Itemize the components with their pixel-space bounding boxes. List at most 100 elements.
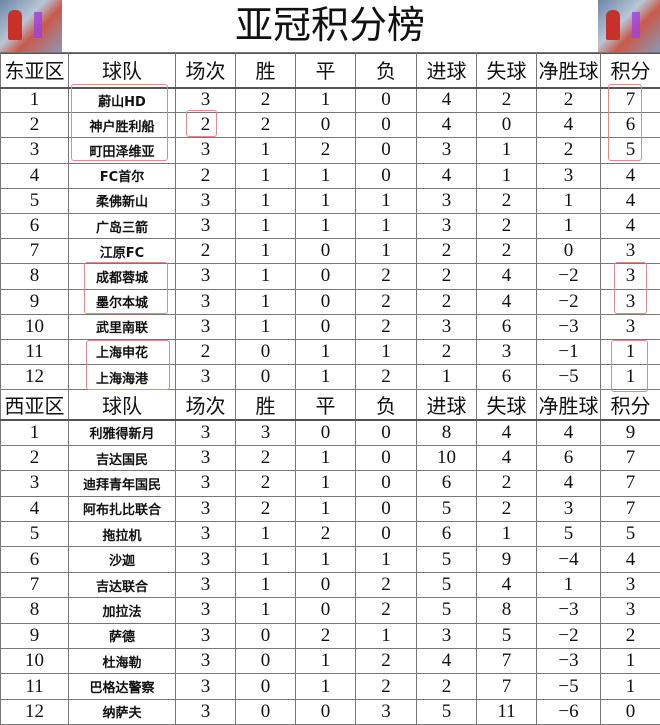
stat-cell: 3: [417, 138, 477, 163]
stat-cell: 5: [417, 598, 477, 623]
rank-cell: 7: [1, 572, 69, 597]
stat-cell: 1: [236, 264, 296, 289]
rank-cell: 10: [1, 314, 69, 339]
rank-cell: 8: [1, 264, 69, 289]
stat-cell: 3: [176, 138, 236, 163]
stat-cell: 4: [601, 163, 660, 188]
stat-cell: 10: [417, 445, 477, 470]
team-cell: 萨德: [69, 623, 176, 648]
stat-cell: 1: [601, 674, 660, 699]
stat-cell: 4: [601, 188, 660, 213]
team-cell: 武里南联: [69, 314, 176, 339]
stat-cell: 2: [417, 239, 477, 264]
stat-cell: 3: [356, 699, 417, 724]
stat-cell: 5: [417, 547, 477, 572]
stat-cell: 2: [296, 623, 356, 648]
stat-cell: 4: [477, 572, 537, 597]
stat-cell: 3: [176, 522, 236, 547]
stat-cell: 4: [477, 289, 537, 314]
stat-cell: 2: [537, 88, 601, 113]
stat-cell: 0: [296, 239, 356, 264]
stat-cell: 5: [417, 496, 477, 521]
rank-cell: 12: [1, 699, 69, 724]
rank-cell: 6: [1, 547, 69, 572]
stat-cell: 3: [176, 289, 236, 314]
stat-cell: 5: [601, 522, 660, 547]
stat-cell: 0: [296, 699, 356, 724]
stat-cell: 0: [236, 699, 296, 724]
stat-cell: 9: [477, 547, 537, 572]
team-cell: 巴格达警察: [69, 674, 176, 699]
stat-cell: 1: [477, 138, 537, 163]
stat-cell: 2: [236, 496, 296, 521]
team-cell: 迪拜青年国民: [69, 471, 176, 496]
stat-cell: 4: [537, 113, 601, 138]
stat-cell: 0: [356, 496, 417, 521]
stat-cell: 2: [176, 113, 236, 138]
rank-cell: 6: [1, 213, 69, 238]
header-row: 东亚区球队场次胜平负进球失球净胜球积分: [1, 53, 660, 88]
stat-cell: 3: [176, 649, 236, 674]
stat-cell: 3: [176, 445, 236, 470]
stat-cell: 1: [296, 445, 356, 470]
stat-cell: 2: [356, 674, 417, 699]
stat-cell: 1: [537, 572, 601, 597]
stat-cell: 0: [296, 420, 356, 445]
stat-cell: 1: [356, 188, 417, 213]
stat-cell: 1: [296, 496, 356, 521]
column-header: 净胜球: [537, 390, 601, 421]
column-header: 进球: [417, 53, 477, 88]
stat-cell: 6: [417, 522, 477, 547]
stat-cell: 8: [417, 420, 477, 445]
stat-cell: 4: [477, 420, 537, 445]
stat-cell: 1: [537, 188, 601, 213]
stat-cell: −5: [537, 365, 601, 390]
stat-cell: 3: [176, 699, 236, 724]
stat-cell: 3: [537, 163, 601, 188]
stat-cell: 0: [236, 674, 296, 699]
stat-cell: 0: [296, 113, 356, 138]
stat-cell: 0: [296, 572, 356, 597]
stat-cell: 7: [601, 496, 660, 521]
stat-cell: 2: [356, 649, 417, 674]
rank-cell: 1: [1, 88, 69, 113]
stat-cell: 7: [601, 445, 660, 470]
stat-cell: 0: [296, 264, 356, 289]
stat-cell: 0: [601, 699, 660, 724]
stat-cell: 0: [356, 163, 417, 188]
stat-cell: 1: [356, 623, 417, 648]
stat-cell: 1: [236, 239, 296, 264]
column-header: 积分: [601, 390, 660, 421]
stat-cell: 1: [236, 547, 296, 572]
stat-cell: −5: [537, 674, 601, 699]
stat-cell: 3: [176, 547, 236, 572]
stat-cell: 1: [236, 598, 296, 623]
stat-cell: 2: [477, 88, 537, 113]
team-cell: 吉达国民: [69, 445, 176, 470]
stat-cell: 4: [601, 213, 660, 238]
stat-cell: −3: [537, 314, 601, 339]
team-cell: 拖拉机: [69, 522, 176, 547]
column-header: 负: [356, 390, 417, 421]
stat-cell: 2: [417, 674, 477, 699]
rank-cell: 5: [1, 522, 69, 547]
stat-cell: 3: [601, 239, 660, 264]
stat-cell: 2: [176, 163, 236, 188]
column-header: 平: [296, 53, 356, 88]
stat-cell: 1: [356, 239, 417, 264]
stat-cell: 1: [236, 314, 296, 339]
stat-cell: 0: [296, 598, 356, 623]
stat-cell: 0: [537, 239, 601, 264]
stat-cell: 2: [236, 88, 296, 113]
team-cell: 吉达联合: [69, 572, 176, 597]
column-header: 胜: [236, 53, 296, 88]
stat-cell: 0: [296, 314, 356, 339]
